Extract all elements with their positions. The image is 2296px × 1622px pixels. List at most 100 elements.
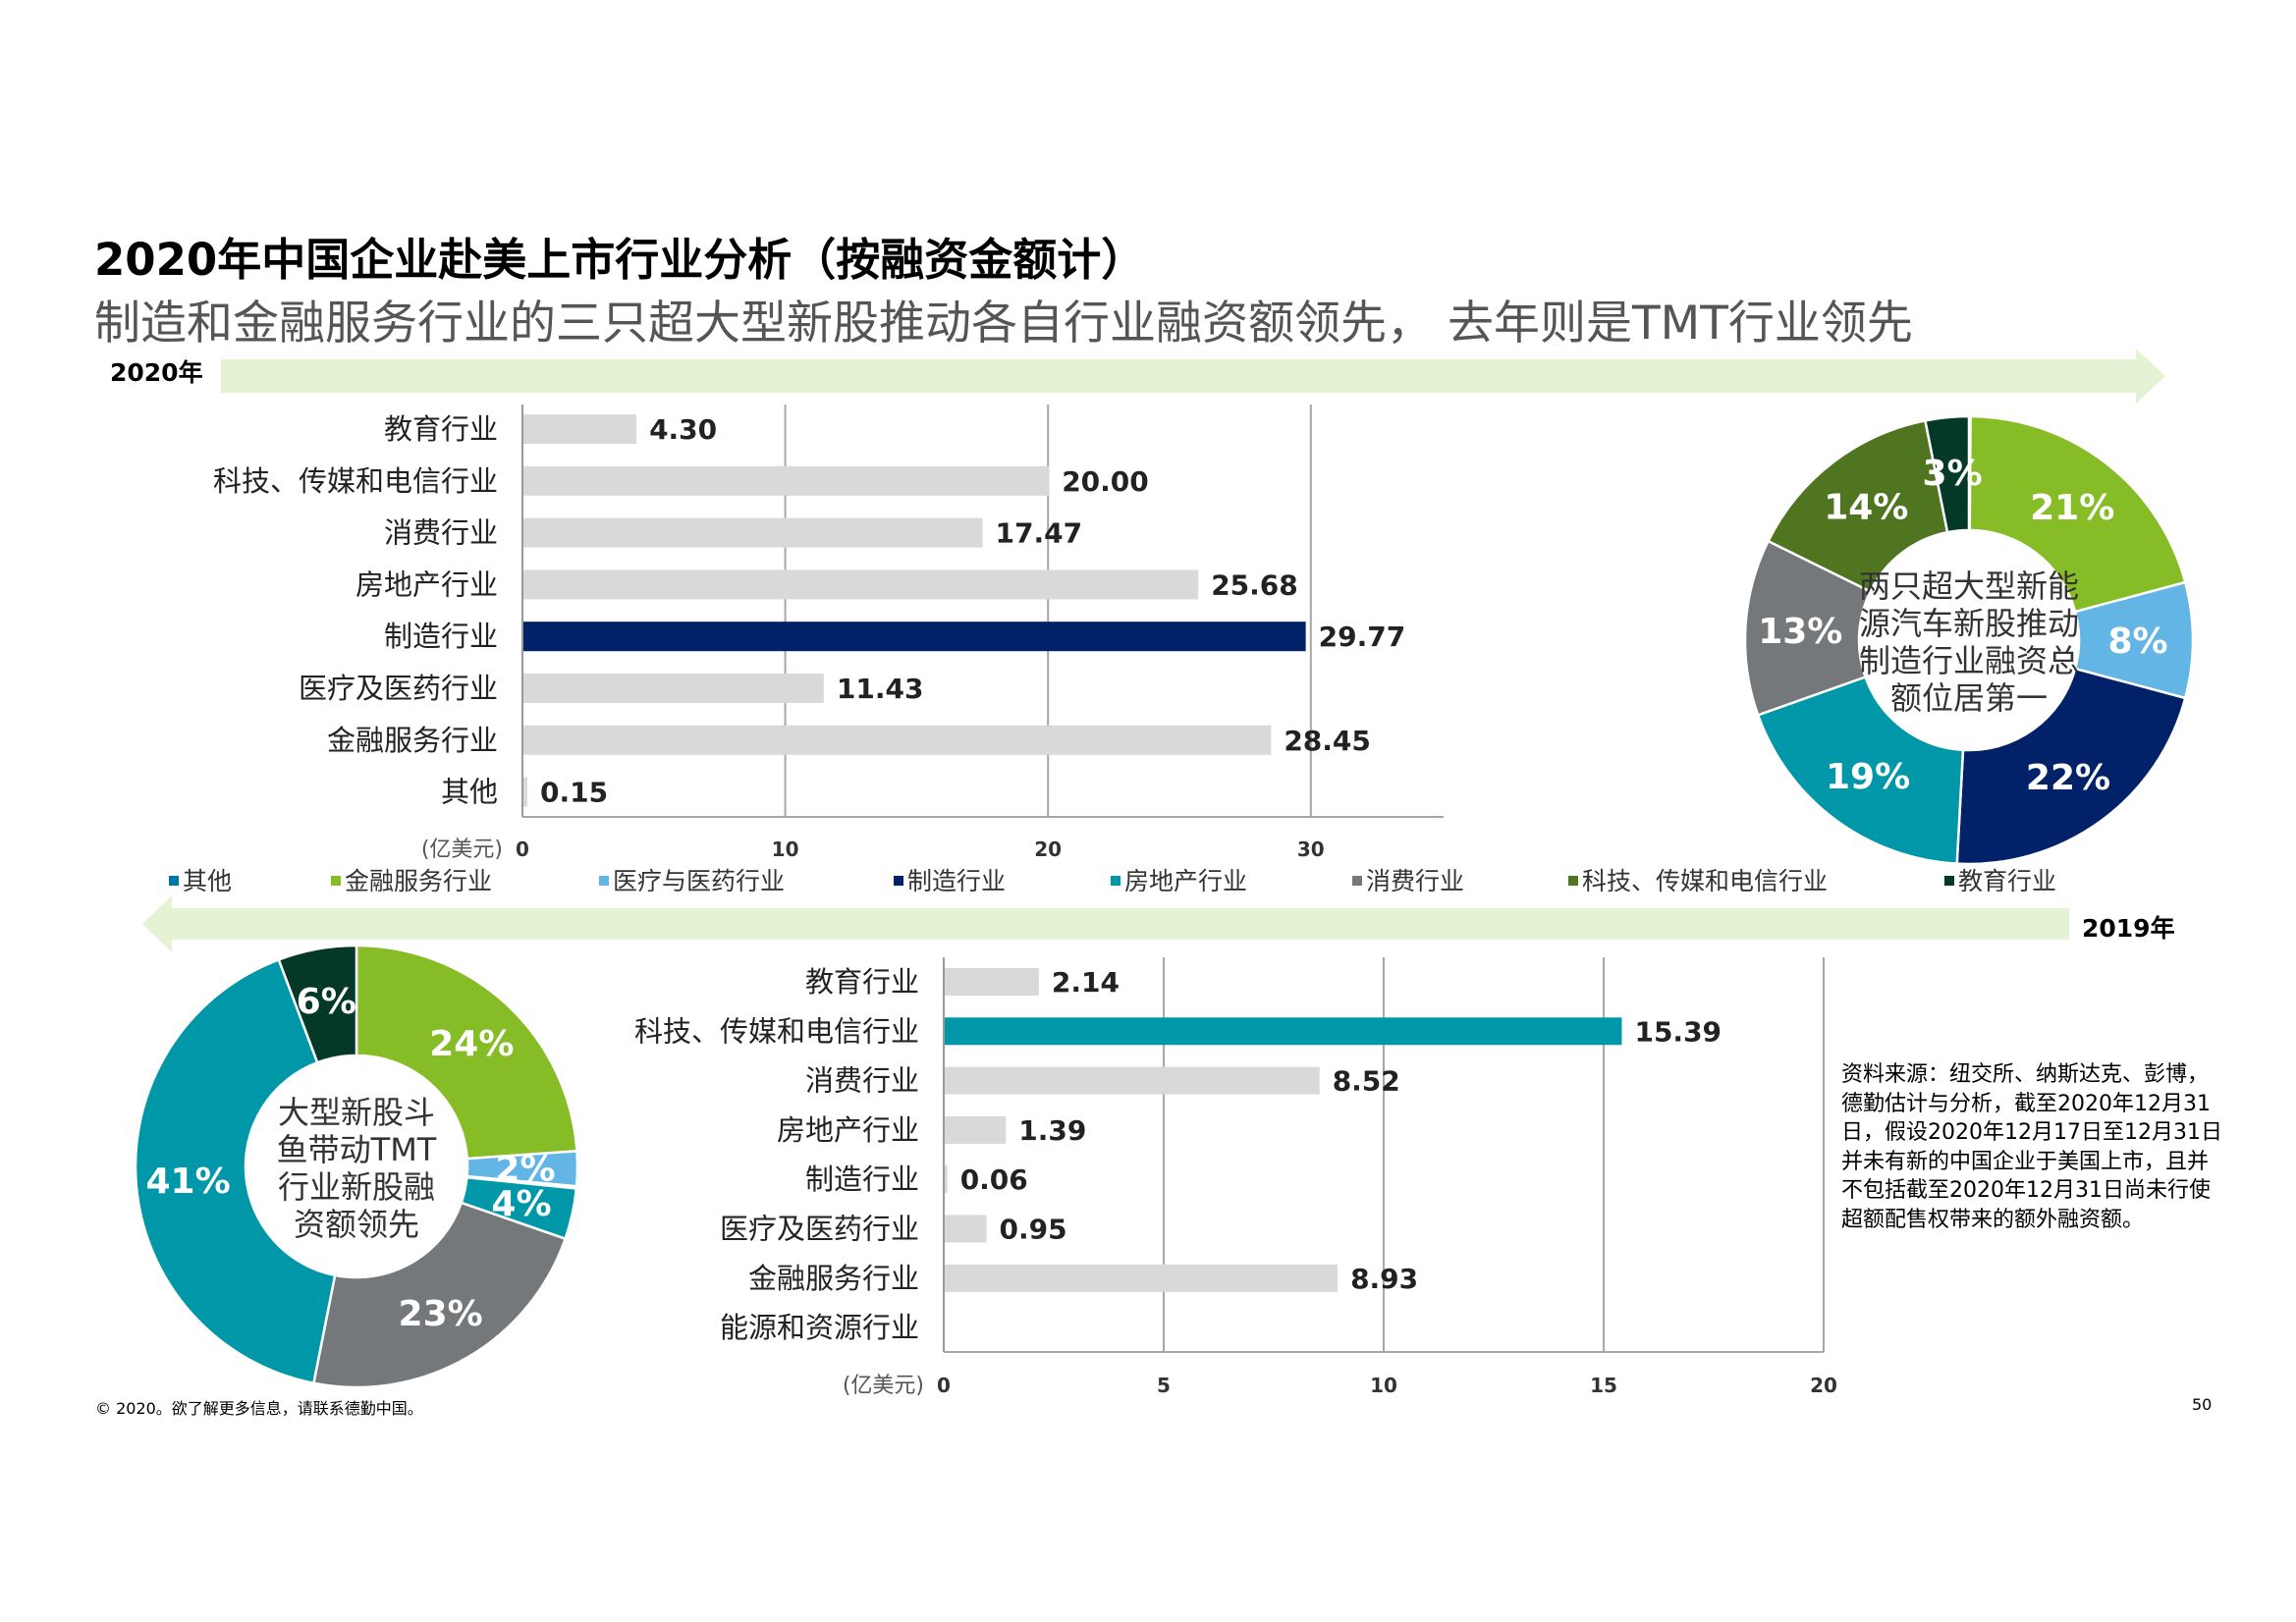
- value-label: 8.52: [1333, 1065, 1400, 1098]
- value-label: 11.43: [837, 673, 924, 705]
- donut-slice: [311, 1201, 568, 1389]
- x-tick-label: 10: [1370, 1374, 1397, 1397]
- bar: [945, 1165, 948, 1194]
- legend-label: 金融服务行业: [345, 867, 492, 895]
- category-label: 金融服务行业: [748, 1262, 919, 1295]
- legend-swatch: [1944, 876, 1954, 886]
- category-label: 医疗及医药行业: [299, 672, 498, 705]
- slice-label: 19%: [1826, 757, 1910, 797]
- category-label: 科技、传媒和电信行业: [634, 1014, 919, 1048]
- legend-swatch: [1352, 876, 1362, 886]
- legend-swatch: [169, 876, 179, 886]
- category-label: 能源和资源行业: [720, 1311, 919, 1344]
- value-label: 20.00: [1062, 465, 1149, 498]
- slice-label: 13%: [1758, 612, 1842, 652]
- legend-swatch: [599, 876, 609, 886]
- value-label: 0.15: [540, 777, 608, 809]
- legend-label: 科技、传媒和电信行业: [1582, 867, 1828, 895]
- x-tick-label: 20: [1034, 838, 1062, 861]
- source-note: 资料来源：纽交所、纳斯达克、彭博，德勤估计与分析，截至2020年12月31日，假…: [1841, 1062, 2222, 1232]
- donut-slice: [1766, 418, 1949, 594]
- donut-slice: [1968, 414, 2187, 614]
- x-tick-label: 30: [1297, 838, 1325, 861]
- bar: [523, 622, 1306, 652]
- value-label: 29.77: [1319, 621, 1406, 653]
- bar: [523, 674, 824, 703]
- page-number: 50: [2192, 1395, 2213, 1414]
- legend-swatch: [331, 876, 341, 886]
- category-label: 医疗及医药行业: [720, 1213, 919, 1246]
- value-label: 0.06: [960, 1163, 1028, 1196]
- center-text: 额位居第一: [1890, 679, 2048, 717]
- legend-label: 其他: [183, 867, 232, 895]
- slice-label: 22%: [2026, 758, 2110, 798]
- donut-chart-2020: 21% 8% 22% 19% 13% 14% 3% 两只超大型新能源汽车新股推动制造行业融资总…: [1743, 414, 2195, 866]
- slice-label: 6%: [297, 982, 356, 1022]
- center-text: 大型新股斗: [278, 1094, 435, 1131]
- bar: [945, 1017, 1622, 1046]
- x-tick-label: 0: [516, 838, 529, 861]
- legend-label: 医疗与医药行业: [613, 867, 785, 895]
- legend-swatch: [1568, 876, 1578, 886]
- bar-chart-2019: 0 5 10 15 20 (亿美元) 教育行业 2.14 科技、传媒和电信行业 15.39 消费行业…: [634, 957, 1837, 1398]
- value-label: 8.93: [1350, 1263, 1418, 1295]
- page-title: 2020年中国企业赴美上市行业分析（按融资金额计）: [94, 234, 1146, 286]
- x-axis-unit: (亿美元): [421, 838, 503, 862]
- legend-label: 制造行业: [907, 867, 1006, 895]
- donut-slice: [277, 944, 358, 1064]
- slice-label: 8%: [2107, 622, 2167, 662]
- donut-slice: [355, 944, 578, 1161]
- slice-label: 41%: [145, 1162, 230, 1202]
- year-label-2019: 2019年: [2082, 914, 2175, 943]
- bar: [945, 968, 1039, 996]
- x-tick-label: 10: [772, 838, 799, 861]
- value-label: 4.30: [649, 413, 717, 446]
- bar: [523, 725, 1272, 755]
- category-label: 房地产行业: [355, 568, 498, 601]
- legend-swatch: [894, 876, 903, 886]
- year-label-2020: 2020年: [110, 358, 203, 387]
- category-label: 房地产行业: [777, 1113, 919, 1147]
- page-subtitle: 制造和金融服务行业的三只超大型新股推动各自行业融资额领先， 去年则是TMT行业领…: [94, 297, 1913, 351]
- legend-label: 房地产行业: [1124, 867, 1247, 895]
- donut-slice: [1756, 675, 1965, 865]
- donut-slice: [1955, 667, 2187, 866]
- center-text: 资额领先: [294, 1206, 419, 1243]
- bar: [945, 1215, 987, 1243]
- category-label: 金融服务行业: [327, 724, 498, 757]
- legend-swatch: [1111, 876, 1121, 886]
- donut-slice: [1923, 414, 1971, 534]
- copyright: © 2020。欲了解更多信息，请联系德勤中国。: [95, 1399, 423, 1418]
- category-label: 科技、传媒和电信行业: [213, 464, 498, 498]
- bar: [945, 1264, 1339, 1292]
- x-tick-label: 20: [1810, 1374, 1837, 1397]
- donut-slice: [134, 957, 337, 1385]
- center-text: 鱼带动TMT: [277, 1131, 437, 1168]
- legend-label: 消费行业: [1366, 867, 1464, 895]
- bar: [523, 777, 528, 807]
- x-axis-unit: (亿美元): [843, 1374, 924, 1398]
- category-label: 消费行业: [384, 516, 498, 550]
- legend-label: 教育行业: [1958, 867, 2056, 895]
- bar: [523, 517, 983, 548]
- timeline-arrow-2019: [142, 895, 2069, 952]
- value-label: 28.45: [1284, 725, 1371, 757]
- category-label: 教育行业: [384, 412, 498, 446]
- bar: [945, 1066, 1320, 1095]
- center-text: 两只超大型新能: [1859, 568, 2079, 605]
- value-label: 25.68: [1211, 568, 1298, 601]
- category-label: 消费行业: [805, 1064, 919, 1098]
- bar: [523, 465, 1050, 496]
- bar: [523, 569, 1199, 600]
- value-label: 15.39: [1634, 1015, 1722, 1048]
- x-tick-label: 15: [1590, 1374, 1617, 1397]
- slice-label: 23%: [399, 1294, 483, 1334]
- slice-label: 3%: [1923, 454, 1983, 494]
- bar-chart-2020: 0 10 20 30 (亿美元) 教育行业 4.30 科技、传媒和电信行业 20.00 消费行业 1…: [213, 405, 1444, 862]
- slice-label: 24%: [429, 1024, 514, 1064]
- category-label: 教育行业: [805, 965, 919, 999]
- bar: [523, 414, 637, 444]
- center-text: 源汽车新股推动: [1859, 605, 2079, 642]
